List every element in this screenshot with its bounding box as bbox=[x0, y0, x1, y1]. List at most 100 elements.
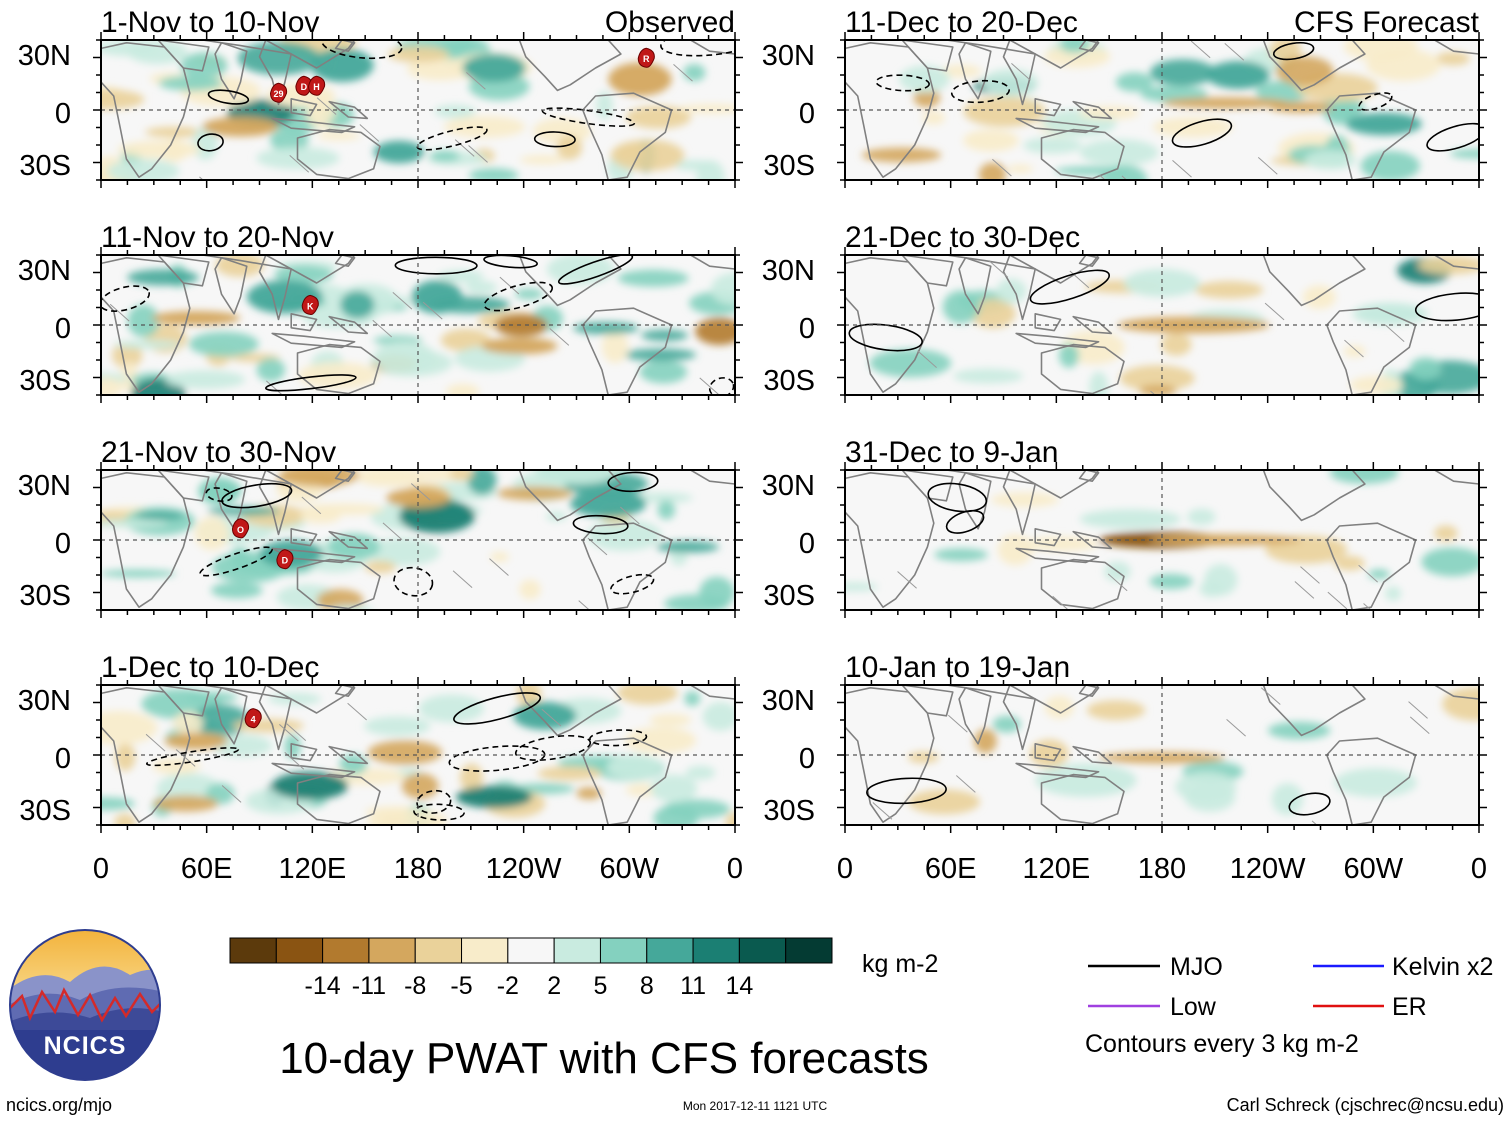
mjo-contour bbox=[101, 285, 151, 312]
legend-label-kelvin: Kelvin x2 bbox=[1392, 953, 1493, 981]
coastline bbox=[271, 117, 356, 134]
coastline bbox=[901, 685, 954, 717]
lat-label: 30S bbox=[763, 795, 815, 827]
coastline bbox=[157, 470, 210, 502]
mjo-contour bbox=[1171, 118, 1233, 148]
lat-label: 30N bbox=[18, 40, 71, 72]
storm-marker-label: R bbox=[643, 54, 650, 64]
mjo-contour bbox=[950, 79, 1010, 104]
coastline bbox=[1072, 315, 1113, 335]
colorbar-label: -8 bbox=[404, 972, 426, 1000]
mjo-contour bbox=[533, 131, 576, 148]
colorbar-swatch bbox=[785, 937, 833, 964]
coastline bbox=[1034, 527, 1062, 547]
coastline bbox=[296, 343, 381, 395]
mjo-contour bbox=[866, 777, 947, 805]
storm-marker-label: K bbox=[307, 301, 314, 311]
lat-label: 30S bbox=[763, 580, 815, 612]
lon-label: 0 bbox=[837, 853, 853, 885]
coastline bbox=[1326, 522, 1417, 610]
mjo-contour bbox=[572, 514, 629, 535]
lat-label: 30N bbox=[762, 255, 815, 287]
colorbar-label: 11 bbox=[680, 972, 706, 1000]
storm-marker-label: 29 bbox=[274, 89, 284, 99]
coastline bbox=[290, 98, 318, 117]
mjo-contour bbox=[589, 729, 648, 747]
mjo-contour bbox=[197, 133, 224, 152]
panel-title: 10-Jan to 19-Jan bbox=[845, 651, 1070, 684]
mjo-contour bbox=[394, 256, 478, 275]
coastline bbox=[1072, 745, 1113, 765]
panel-source-tag: Observed bbox=[605, 6, 735, 39]
storm-marker-icon: R bbox=[637, 47, 655, 68]
storm-marker-icon: D bbox=[276, 549, 294, 570]
lon-label: 120E bbox=[1022, 853, 1090, 885]
coastline bbox=[334, 470, 356, 483]
storm-marker-icon: H bbox=[308, 75, 326, 96]
colorbar-label: 2 bbox=[547, 972, 561, 1000]
coastline bbox=[1040, 773, 1125, 825]
lon-label: 120W bbox=[1230, 853, 1306, 885]
lon-axis-left: 0 60E 120E 180 120W 60W 0 bbox=[93, 853, 743, 885]
colorbar-label: 14 bbox=[725, 972, 753, 1000]
coastline bbox=[689, 255, 735, 270]
colorbar-swatch bbox=[599, 937, 648, 964]
mjo-contour bbox=[453, 692, 542, 725]
coastline bbox=[1034, 742, 1062, 762]
coastline bbox=[1015, 117, 1100, 134]
colorbar-label: 5 bbox=[594, 972, 608, 1000]
colorbar-label: -2 bbox=[497, 972, 519, 1000]
coastline bbox=[581, 522, 673, 610]
coastline bbox=[214, 686, 248, 745]
colorbar-units: kg m-2 bbox=[862, 950, 938, 978]
coastline bbox=[296, 773, 381, 825]
lon-label: 60W bbox=[1344, 853, 1404, 885]
mjo-contour bbox=[483, 281, 554, 312]
lat-label: 0 bbox=[55, 743, 71, 775]
lat-label: 0 bbox=[799, 743, 815, 775]
coastline bbox=[1262, 470, 1366, 522]
coastline bbox=[581, 737, 673, 825]
coastline bbox=[1078, 685, 1100, 698]
mjo-contour bbox=[145, 747, 240, 767]
coastline bbox=[1326, 737, 1417, 825]
coastline bbox=[328, 100, 369, 120]
coastline bbox=[518, 470, 622, 522]
coastline bbox=[945, 470, 1100, 499]
panel-source-tag: CFS Forecast bbox=[1294, 6, 1480, 39]
lon-label: 0 bbox=[93, 853, 109, 885]
coastline bbox=[1262, 685, 1366, 737]
panel-title: 31-Dec to 9-Jan bbox=[845, 436, 1058, 469]
panel-left-4: 1-Dec to 10-Dec 30N 0 30S bbox=[18, 651, 743, 833]
mjo-contour bbox=[610, 573, 655, 595]
lon-label: 0 bbox=[1471, 853, 1487, 885]
lat-label: 0 bbox=[799, 313, 815, 345]
coastline bbox=[689, 40, 735, 55]
legend-label-mjo: MJO bbox=[1170, 953, 1223, 981]
coastline bbox=[1262, 40, 1366, 92]
mjo-contour bbox=[1414, 292, 1479, 322]
lat-label: 30N bbox=[762, 470, 815, 502]
lat-label: 0 bbox=[55, 313, 71, 345]
storm-marker-icon: 4 bbox=[244, 708, 262, 729]
coastline bbox=[958, 686, 992, 745]
coastline bbox=[1015, 547, 1100, 564]
lon-label: 60E bbox=[181, 853, 233, 885]
mjo-contour bbox=[199, 546, 273, 577]
coastline bbox=[945, 685, 1100, 714]
coastline bbox=[296, 558, 381, 610]
mjo-contour bbox=[660, 40, 735, 57]
figure-title: 10-day PWAT with CFS forecasts bbox=[279, 1034, 929, 1083]
logo-text: NCICS bbox=[44, 1032, 127, 1060]
lat-label: 30N bbox=[18, 255, 71, 287]
coastline bbox=[1040, 343, 1125, 395]
mjo-contour bbox=[205, 487, 233, 503]
lat-label: 30S bbox=[763, 365, 815, 397]
coastline bbox=[518, 255, 622, 307]
coastline bbox=[1433, 470, 1479, 485]
coastline bbox=[271, 332, 356, 349]
mjo-contour bbox=[393, 566, 434, 597]
coastline bbox=[201, 685, 356, 714]
lat-label: 30N bbox=[18, 470, 71, 502]
